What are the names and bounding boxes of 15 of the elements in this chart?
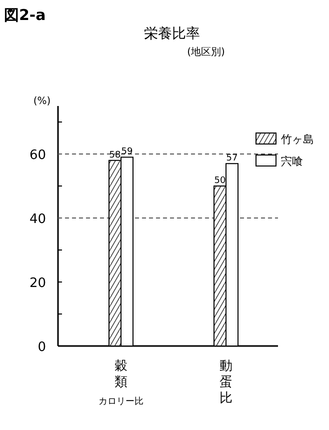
y-tick-label: 40 [29,212,46,227]
x-tick-label: 穀類カロリー比 [98,359,144,407]
y-tick-label: 60 [29,148,46,163]
legend-label: 宍喰 [281,155,303,168]
x-tick-label: 動蛋比 [220,359,232,406]
caption: 図2-a [4,6,46,24]
data-label: 58 [109,150,121,160]
data-label: 57 [226,154,238,164]
y-axis-title: (%) [33,96,51,107]
y-tick-label: 20 [29,276,46,291]
data-label: 50 [214,176,226,186]
legend-label: 竹ヶ島 [281,133,314,146]
chart-subtitle: (地区別) [187,46,225,58]
y-tick-label: 0 [38,340,46,355]
chart-title: 栄養比率 [144,26,200,42]
